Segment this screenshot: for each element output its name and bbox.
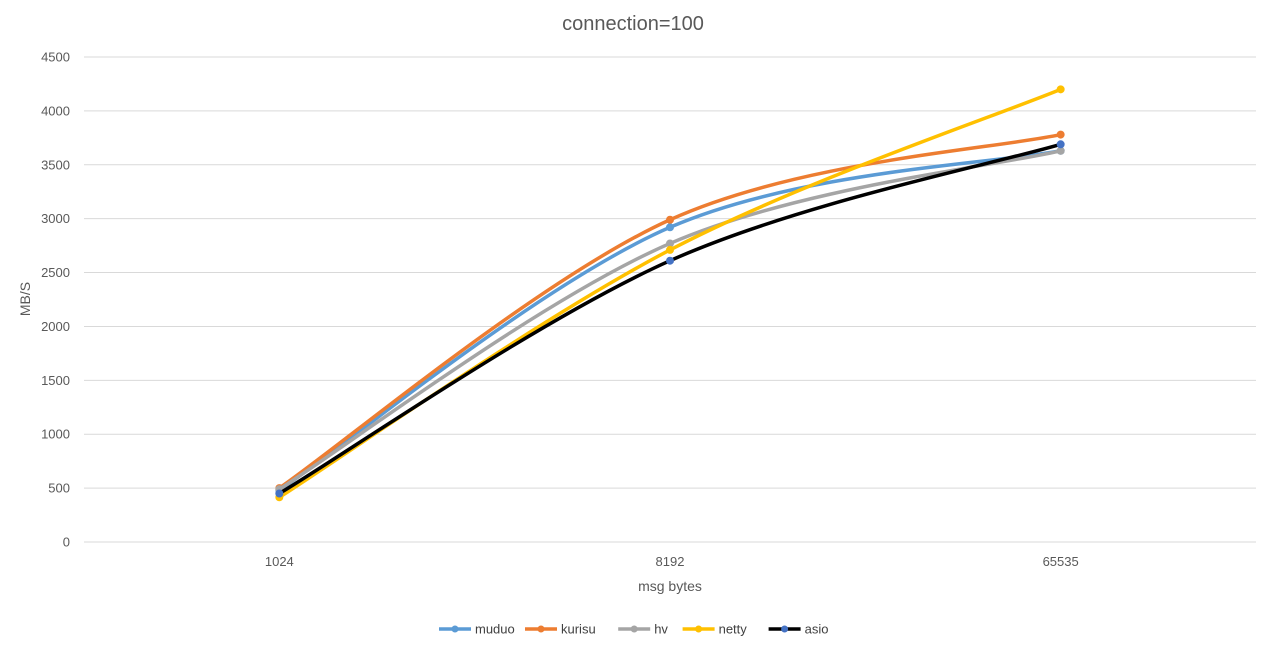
y-axis-ticks: 0 500 1000 1500 2000 2500 3000 3500 4000 4500 <box>41 50 70 550</box>
legend-swatch-marker <box>695 625 703 633</box>
series-line <box>277 132 1063 490</box>
data-point <box>666 245 674 254</box>
data-point <box>1056 140 1065 149</box>
y-tick-label: 1000 <box>41 427 70 442</box>
y-axis-title: MB/S <box>17 282 33 316</box>
series-netty <box>275 85 1065 502</box>
y-tick-label: 2500 <box>41 265 70 280</box>
data-point <box>666 215 674 224</box>
series-line <box>277 149 1063 493</box>
data-point <box>666 256 674 265</box>
legend-swatch-marker <box>781 625 789 633</box>
y-tick-label: 3500 <box>41 157 70 172</box>
x-axis-ticks: 1024 8192 65535 <box>265 554 1079 569</box>
y-tick-label: 1500 <box>41 373 70 388</box>
data-point <box>666 239 674 248</box>
series-lines <box>275 85 1065 502</box>
legend-item-muduo[interactable]: muduo <box>439 622 515 637</box>
legend-item-asio[interactable]: asio <box>768 622 829 637</box>
legend-label: netty <box>719 622 748 637</box>
series-hv <box>275 146 1065 494</box>
legend-item-hv[interactable]: hv <box>618 622 668 637</box>
x-tick-label: 65535 <box>1043 554 1079 569</box>
legend-label: hv <box>654 622 668 637</box>
data-point <box>666 223 674 232</box>
series-line <box>277 142 1063 496</box>
legend-item-netty[interactable]: netty <box>682 622 748 637</box>
gridlines <box>84 56 1256 543</box>
series-asio <box>275 140 1065 498</box>
data-point <box>275 489 284 498</box>
data-point <box>1056 85 1065 94</box>
chart-title: connection=100 <box>562 13 704 35</box>
legend-label: asio <box>805 622 829 637</box>
legend-label: muduo <box>475 622 515 637</box>
x-axis-title: msg bytes <box>638 578 702 594</box>
series-line <box>277 149 1063 491</box>
y-tick-label: 4000 <box>41 103 70 118</box>
series-muduo <box>275 146 1065 495</box>
y-tick-label: 2000 <box>41 319 70 334</box>
y-tick-label: 3000 <box>41 211 70 226</box>
legend[interactable]: muduo kurisu hv netty asio <box>439 622 828 637</box>
y-tick-label: 500 <box>48 481 70 496</box>
legend-swatch-marker <box>451 625 459 633</box>
series-kurisu <box>275 130 1065 493</box>
legend-item-kurisu[interactable]: kurisu <box>525 622 596 637</box>
y-tick-label: 4500 <box>41 50 70 65</box>
legend-swatch-marker <box>537 625 545 633</box>
x-tick-label: 1024 <box>265 554 294 569</box>
legend-label: kurisu <box>561 622 596 637</box>
legend-swatch-marker <box>630 625 638 633</box>
data-point <box>1056 130 1065 139</box>
data-point <box>1056 146 1065 155</box>
y-tick-label: 0 <box>63 535 70 550</box>
x-tick-label: 8192 <box>656 554 685 569</box>
